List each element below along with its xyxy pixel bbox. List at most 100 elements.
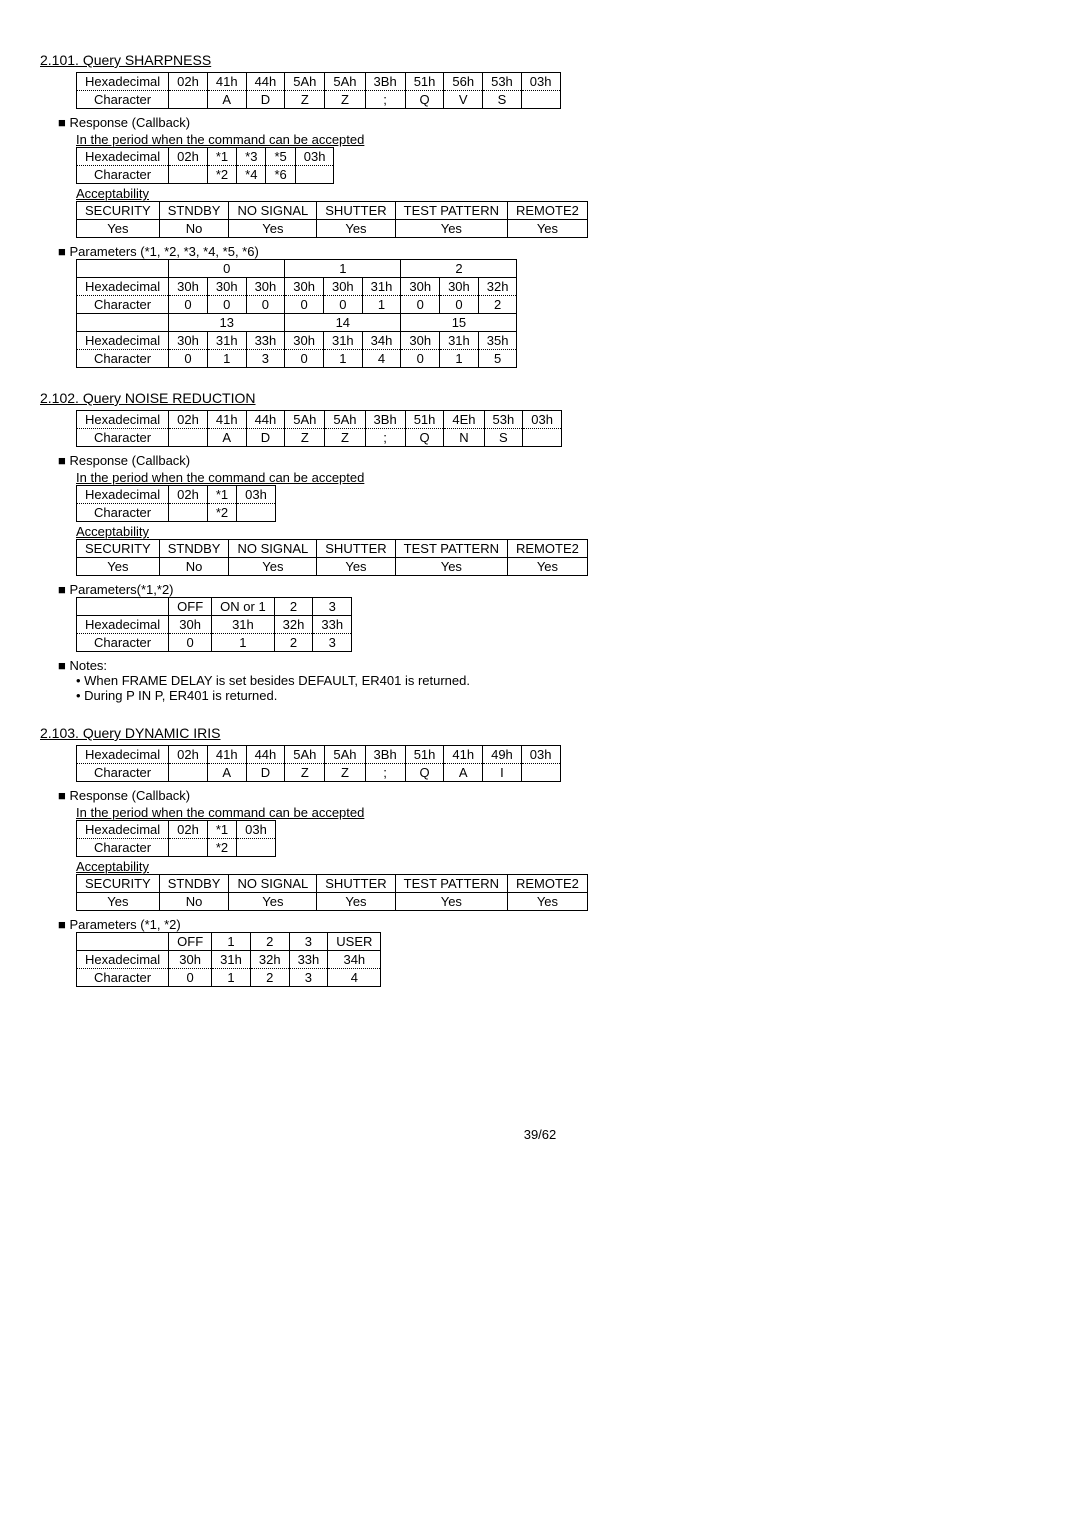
cell: 0 [169,296,208,314]
notes-header: Notes: [58,658,1040,673]
cell: Yes [77,893,160,911]
cell: *2 [207,166,236,184]
cell [295,166,334,184]
cell: 0 [323,296,362,314]
cell: 02h [169,148,208,166]
cell: 2 [274,598,313,616]
cell: Character [77,429,169,447]
cell: 1 [212,634,275,652]
cell: 13 [169,314,285,332]
cell: *1 [207,821,236,839]
cell: Q [405,429,444,447]
cell: 5Ah [325,411,365,429]
cell: 3 [313,634,352,652]
cell: ; [365,764,405,782]
parameters-table: OFF 1 2 3 USER Hexadecimal 30h 31h 32h 3… [76,932,381,987]
cell: 1 [212,933,251,951]
cell: 0 [285,350,324,368]
response-header: Response (Callback) [58,115,1040,130]
response-header: Response (Callback) [58,788,1040,803]
cell: 30h [440,278,479,296]
command-table: Hexadecimal 02h 41h 44h 5Ah 5Ah 3Bh 51h … [76,410,562,447]
cell [77,314,169,332]
cell: 0 [401,350,440,368]
cell: 5Ah [325,746,365,764]
note-line: • When FRAME DELAY is set besides DEFAUL… [76,673,1040,688]
cell: A [207,764,246,782]
cell [169,764,208,782]
cell: ; [365,429,405,447]
parameters-header: Parameters(*1,*2) [58,582,1040,597]
cell: 32h [478,278,517,296]
cell [169,839,208,857]
cell: Character [77,504,169,522]
cell: 53h [484,411,523,429]
cell: 3Bh [365,746,405,764]
cell: 4 [328,969,381,987]
cell [77,260,169,278]
cell: 4 [362,350,401,368]
parameters-header: Parameters (*1, *2) [58,917,1040,932]
cell: N [444,429,484,447]
cell: 2 [250,933,289,951]
cell: 3Bh [365,73,405,91]
response-header: Response (Callback) [58,453,1040,468]
cell: Hexadecimal [77,332,169,350]
cell: 33h [289,951,328,969]
cell: 0 [440,296,479,314]
section-title: 2.103. Query DYNAMIC IRIS [40,725,1040,741]
cell: Hexadecimal [77,278,169,296]
cell: No [159,558,229,576]
cell: 30h [401,332,440,350]
cell: REMOTE2 [508,202,588,220]
cell: Hexadecimal [77,951,169,969]
cell: Yes [395,558,507,576]
page-number: 39/62 [40,1127,1040,1142]
cell: TEST PATTERN [395,875,507,893]
cell: 31h [212,951,251,969]
cell: *3 [237,148,266,166]
cell: NO SIGNAL [229,202,317,220]
acceptability-table: SECURITY STNDBY NO SIGNAL SHUTTER TEST P… [76,201,588,238]
cell: 41h [207,73,246,91]
cell: 30h [246,278,285,296]
command-table: Hexadecimal 02h 41h 44h 5Ah 5Ah 3Bh 51h … [76,72,561,109]
cell: STNDBY [159,875,229,893]
cell: Yes [395,220,507,238]
cell: 34h [328,951,381,969]
cell: Character [77,296,169,314]
cell: 0 [169,350,208,368]
cell: 1 [440,350,479,368]
response-subheader: In the period when the command can be ac… [76,470,1040,485]
cell: 32h [250,951,289,969]
cell: 3 [313,598,352,616]
response-subheader: In the period when the command can be ac… [76,805,1040,820]
cell: Yes [317,893,395,911]
cell: Z [285,429,325,447]
cell: 44h [246,73,285,91]
cell: 03h [523,411,562,429]
cell: SECURITY [77,202,160,220]
cell: 2 [274,634,313,652]
cell: 51h [405,73,444,91]
cell [237,839,276,857]
cell: Character [77,350,169,368]
cell [523,429,562,447]
cell: 03h [521,746,560,764]
section-title: 2.101. Query SHARPNESS [40,52,1040,68]
cell: Z [325,429,365,447]
cell: SHUTTER [317,875,395,893]
cell [77,933,169,951]
cell: 1 [207,350,246,368]
cell: 03h [521,73,560,91]
parameters-header: Parameters (*1, *2, *3, *4, *5, *6) [58,244,1040,259]
cell: 03h [237,486,276,504]
parameters-table: 0 1 2 Hexadecimal 30h 30h 30h 30h 30h 31… [76,259,517,368]
cell: Character [77,634,169,652]
acceptability-header: Acceptability [76,859,1040,874]
cell: Yes [508,558,588,576]
cell: 34h [362,332,401,350]
cell: 0 [169,634,212,652]
cell: Hexadecimal [77,73,169,91]
cell: Z [285,91,325,109]
